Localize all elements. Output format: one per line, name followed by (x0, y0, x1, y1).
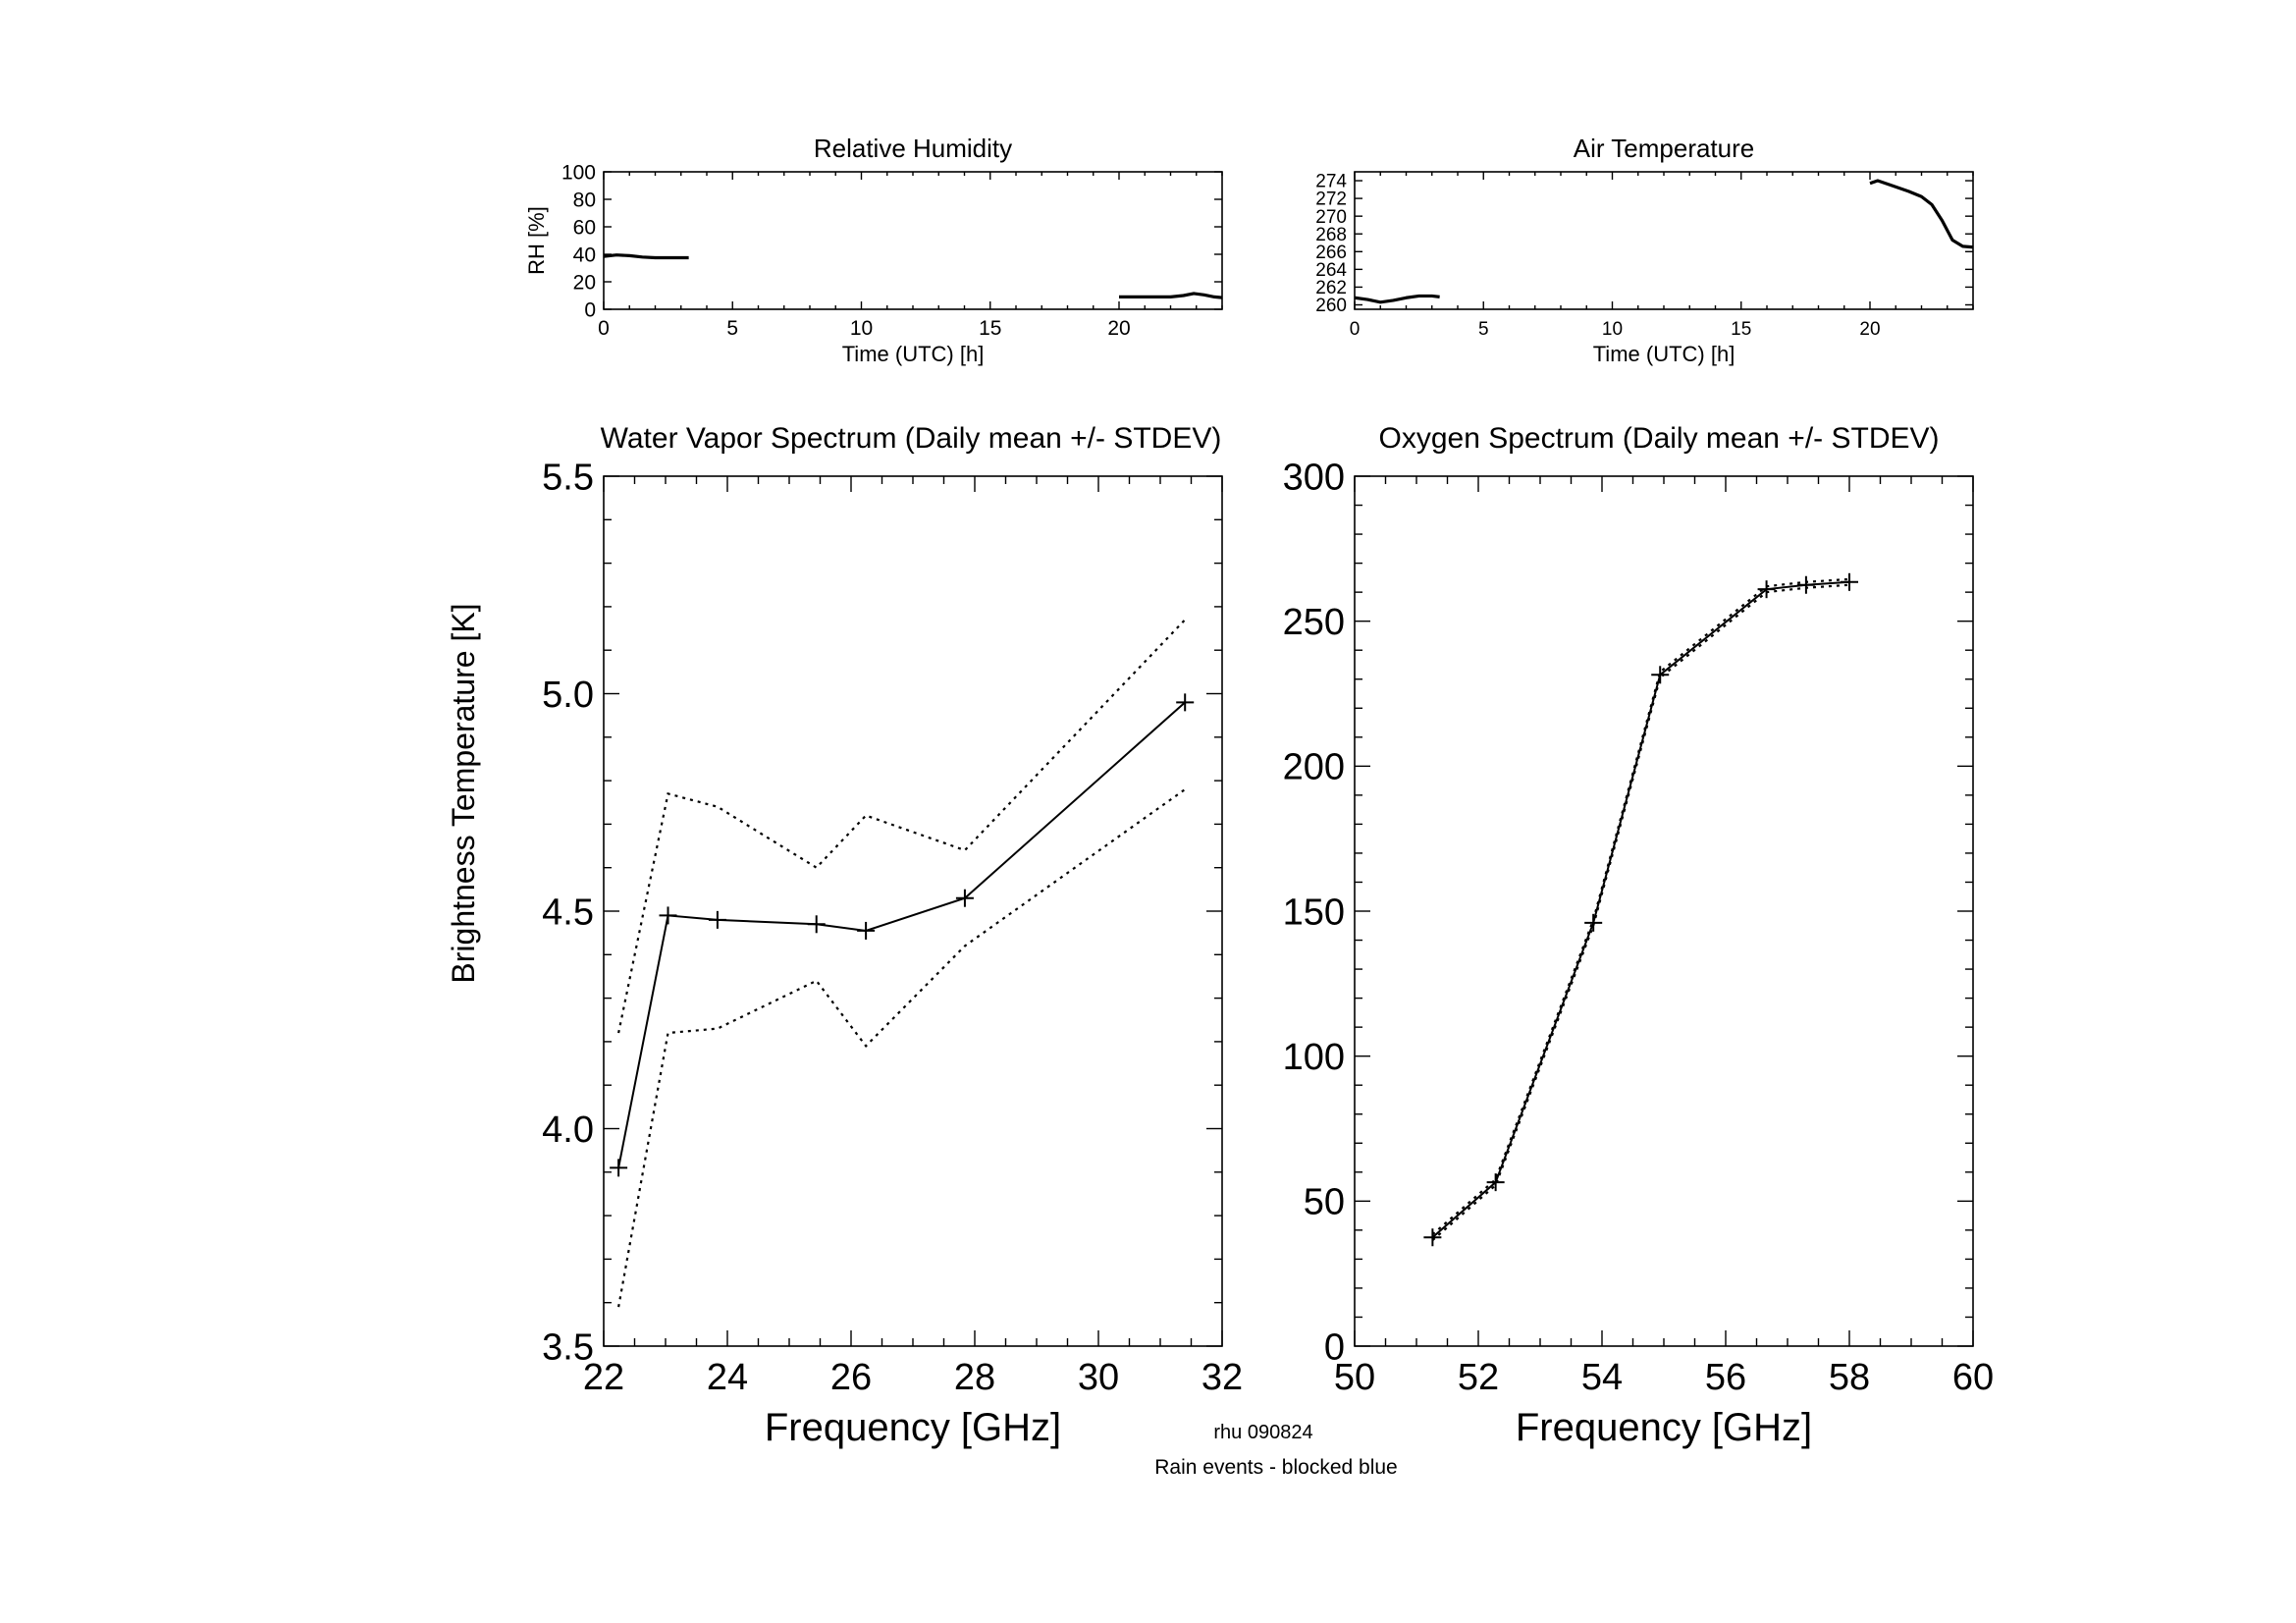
wv-ytick-label: 4.0 (542, 1109, 594, 1151)
wv-ytick-label: 3.5 (542, 1326, 594, 1368)
ox-mean-marker (1796, 575, 1815, 594)
temp-lines (1354, 179, 1974, 304)
wv-mean-marker (610, 1159, 628, 1177)
wv-xtick-label: 26 (830, 1357, 872, 1398)
rh-xtick-label: 10 (850, 317, 873, 340)
ox-xtick-label: 56 (1705, 1357, 1746, 1398)
ox-title: Oxygen Spectrum (Daily mean +/- STDEV) (1378, 422, 1939, 455)
temp-ytick-label: 274 (1315, 172, 1347, 192)
ox-panel: Oxygen Spectrum (Daily mean +/- STDEV) 5… (1283, 422, 1995, 1449)
temp-xtick-label: 20 (1859, 319, 1880, 340)
wv-mean-marker (807, 915, 826, 934)
temp-title: Air Temperature (1574, 134, 1755, 163)
temp-xtick-label: 15 (1731, 319, 1751, 340)
wv-mean-marker (659, 906, 677, 925)
ox-ytick-label: 0 (1324, 1326, 1345, 1368)
temp-xtick-label: 0 (1350, 319, 1361, 340)
ox-lines (1423, 572, 1858, 1247)
temp-panel: Air Temperature 0 5 10 15 202602622642662682… (1315, 134, 1974, 366)
rh-ytick-label: 40 (573, 243, 596, 266)
rh-ylabel: RH [%] (524, 206, 549, 275)
wv-upper-line (617, 619, 1186, 1034)
temp-plot-frame (1354, 171, 1974, 310)
ox-xtick-label: 52 (1458, 1357, 1499, 1398)
wv-lines (610, 619, 1195, 1308)
temp-ytick-label: 272 (1315, 189, 1347, 210)
rh-ytick-label: 20 (573, 271, 596, 294)
station-label: rhu 090824 (1213, 1422, 1312, 1443)
rh-lines (603, 253, 1223, 299)
wv-ytick-label: 5.5 (542, 457, 594, 498)
ox-ytick-label: 300 (1283, 457, 1345, 498)
ox-xtick-label: 60 (1952, 1357, 1994, 1398)
temp-xlabel: Time (UTC) [h] (1593, 342, 1735, 366)
temp-ytick-label: 268 (1315, 225, 1347, 245)
wv-xtick-label: 24 (707, 1357, 748, 1398)
temp-ytick-label: 270 (1315, 207, 1347, 228)
temp-line (1869, 179, 1974, 249)
wv-xtick-label: 30 (1078, 1357, 1119, 1398)
temp-ytick-label: 264 (1315, 260, 1347, 281)
rh-xtick-label: 20 (1107, 317, 1130, 340)
ox-xtick-label: 58 (1829, 1357, 1870, 1398)
ox-ytick-label: 250 (1283, 602, 1345, 643)
wv-panel: Water Vapor Spectrum (Daily mean +/- STD… (446, 422, 1243, 1449)
temp-line (1354, 294, 1440, 304)
wv-xtick-label: 32 (1201, 1357, 1243, 1398)
wv-xtick-label: 28 (954, 1357, 995, 1398)
ox-xtick-label: 50 (1334, 1357, 1375, 1398)
ox-ytick-label: 100 (1283, 1037, 1345, 1078)
ox-upper-line (1431, 577, 1850, 1236)
ox-ytick-label: 200 (1283, 747, 1345, 788)
ox-mean-marker (1423, 1228, 1442, 1247)
wv-title: Water Vapor Spectrum (Daily mean +/- STD… (601, 422, 1222, 455)
temp-ytick-label: 260 (1315, 296, 1347, 316)
ox-ytick-label: 50 (1304, 1182, 1345, 1223)
ox-mean-line (1431, 580, 1850, 1239)
rh-line (1119, 292, 1223, 299)
rh-line (603, 253, 689, 260)
rh-ytick-label: 60 (573, 216, 596, 239)
wv-mean-line (617, 701, 1186, 1168)
rain-note: Rain events - blocked blue (1154, 1456, 1397, 1479)
wv-ytick-label: 5.0 (542, 675, 594, 716)
rh-xtick-label: 5 (726, 317, 738, 340)
ox-xlabel: Frequency [GHz] (1516, 1406, 1812, 1449)
rh-xlabel: Time (UTC) [h] (842, 342, 985, 366)
wv-lower-line (617, 788, 1186, 1308)
wv-xlabel: Frequency [GHz] (765, 1406, 1061, 1449)
wv-ylabel: Brightness Temperature [K] (446, 603, 481, 983)
rh-ytick-label: 100 (561, 161, 596, 184)
ox-xtick-label: 54 (1581, 1357, 1623, 1398)
ox-plot-frame (1354, 475, 1974, 1347)
rh-xtick-label: 15 (979, 317, 1001, 340)
temp-xtick-label: 5 (1478, 319, 1489, 340)
ox-ytick-label: 150 (1283, 892, 1345, 933)
wv-mean-marker (1176, 693, 1195, 712)
wv-plot-frame (603, 475, 1223, 1347)
temp-ytick-label: 262 (1315, 278, 1347, 298)
rh-plot-frame (603, 171, 1223, 310)
wv-xtick-label: 22 (583, 1357, 624, 1398)
rh-xtick-label: 0 (598, 317, 610, 340)
rh-ytick-label: 80 (573, 189, 596, 211)
wv-ytick-label: 4.5 (542, 892, 594, 933)
wv-mean-marker (857, 921, 876, 940)
rh-ytick-label: 0 (584, 298, 596, 321)
ox-lower-line (1431, 583, 1850, 1242)
ox-mean-marker (1841, 572, 1858, 591)
wv-ticks: 22 24 26 28 30 32 3.5 4.0 4.5 5.0 5.5 (542, 457, 1243, 1398)
wv-mean-marker (955, 889, 974, 907)
rh-title: Relative Humidity (814, 134, 1012, 163)
wv-mean-marker (708, 910, 726, 929)
temp-ytick-label: 266 (1315, 243, 1347, 263)
temp-xtick-label: 10 (1602, 319, 1623, 340)
ox-mean-marker (1757, 580, 1776, 599)
